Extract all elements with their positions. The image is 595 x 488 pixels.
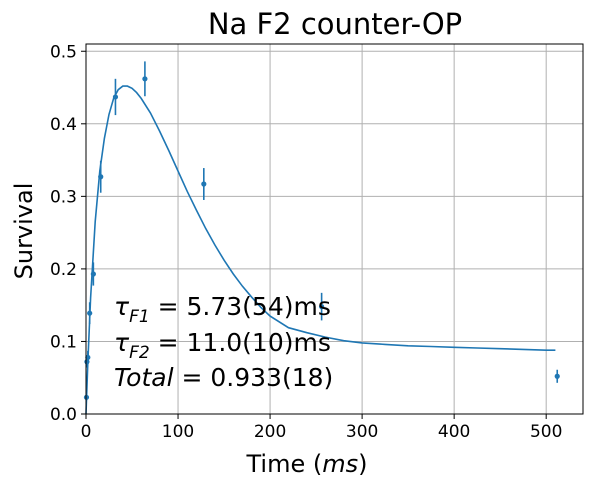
y-tick-label: 0.1 [50, 332, 77, 352]
annotation-tau-f1: τF1 = 5.73(54)ms [114, 292, 331, 327]
y-axis-label: Survival [10, 183, 38, 280]
x-axis-label: Time (ms) [246, 450, 368, 478]
data-point [98, 174, 104, 180]
fit-curve [85, 85, 556, 415]
y-tick-label: 0.3 [50, 187, 77, 207]
fit-annotations: τF1 = 5.73(54)ms τF2 = 11.0(10)ms Total … [114, 292, 333, 392]
data-point [112, 94, 119, 100]
y-tick-label: 0.4 [50, 115, 77, 135]
x-tick-label: 300 [346, 422, 378, 442]
y-tick-label: 0.5 [50, 42, 77, 62]
grid [85, 44, 583, 415]
data-point [85, 354, 91, 361]
data-point [319, 304, 325, 310]
data-point [87, 310, 93, 316]
y-axis-ticks: 0.0 0.1 0.2 0.3 0.4 0.5 [50, 42, 86, 425]
data-point [142, 76, 148, 82]
x-axis-ticks: 0 100 200 300 400 500 [81, 414, 562, 442]
x-tick-label: 500 [530, 422, 562, 442]
fit-curve-layer [85, 85, 556, 415]
y-tick-label: 0.0 [50, 405, 77, 425]
annotation-tau-f2: τF2 = 11.0(10)ms [114, 328, 331, 363]
x-tick-label: 400 [438, 422, 470, 442]
x-tick-label: 0 [81, 422, 92, 442]
data-point [84, 359, 90, 365]
x-tick-label: 200 [254, 422, 286, 442]
x-tick-label: 100 [162, 422, 194, 442]
annotation-total: Total = 0.933(18) [114, 363, 333, 392]
chart-title: Na F2 counter-OP [208, 7, 462, 41]
y-tick-label: 0.2 [50, 260, 77, 280]
data-point [201, 181, 207, 187]
data-point [90, 271, 96, 277]
plot-frame [85, 43, 584, 415]
data-point [554, 373, 560, 379]
